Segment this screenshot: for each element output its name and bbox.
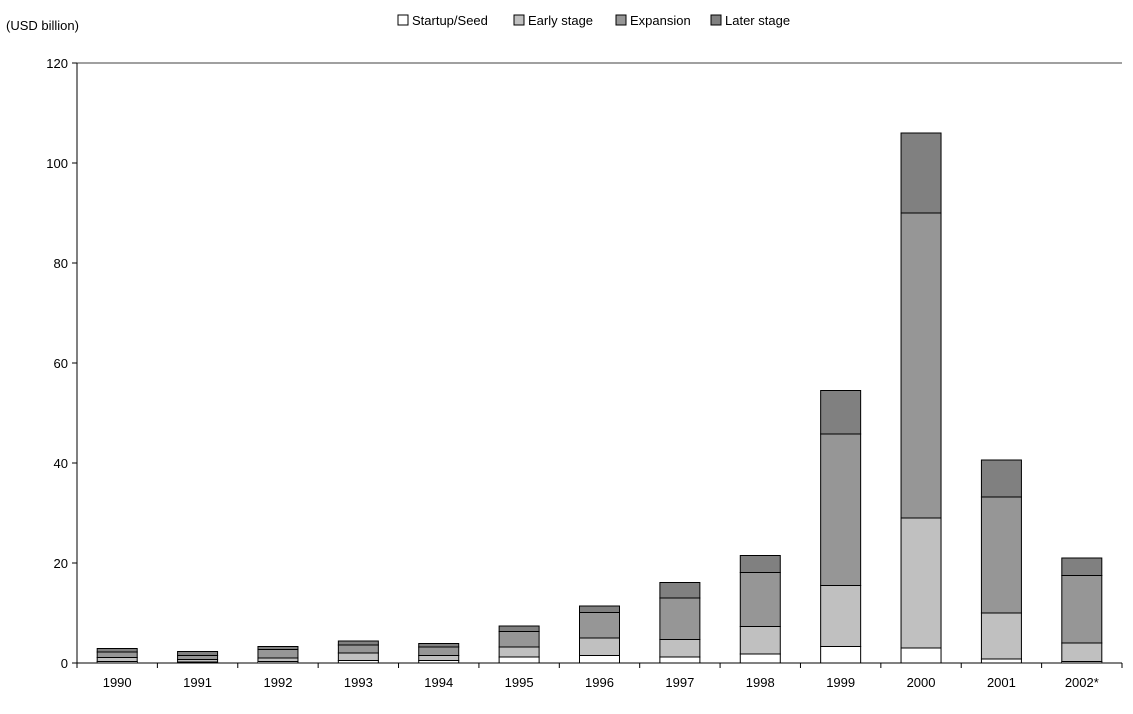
bar-segment — [257, 657, 299, 662]
legend-label: Early stage — [528, 13, 593, 28]
x-tick-label: 1991 — [183, 675, 212, 690]
x-tick-label: 1995 — [505, 675, 534, 690]
bar-segment — [257, 649, 299, 659]
legend: Startup/Seed Early stage Expansion Later st… — [397, 13, 790, 28]
bar-segment — [659, 639, 701, 658]
bar-segment — [980, 459, 1022, 498]
y-tick-label: 40 — [54, 456, 68, 471]
bar-segment — [739, 555, 781, 573]
y-tick-label: 60 — [54, 356, 68, 371]
bar-segment — [418, 643, 460, 648]
bar-segment — [1061, 575, 1103, 644]
legend-swatch — [513, 14, 525, 26]
bar-segment — [96, 648, 138, 653]
bar-segment — [498, 646, 540, 658]
bar-segment — [1061, 557, 1103, 576]
x-tick-label: 1994 — [424, 675, 453, 690]
bar-segment — [980, 612, 1022, 660]
y-tick-label: 120 — [46, 56, 68, 71]
x-tick-label: 2000 — [907, 675, 936, 690]
bar-segment — [337, 640, 379, 646]
legend-swatch — [397, 14, 409, 26]
y-tick-label: 0 — [61, 656, 68, 671]
bar-segment — [980, 658, 1022, 664]
y-tick-label: 20 — [54, 556, 68, 571]
bar-segment — [96, 657, 138, 662]
bar-segment — [1061, 642, 1103, 662]
y-tick-label: 100 — [46, 156, 68, 171]
bar-segment — [900, 212, 942, 519]
y-unit-label: (USD billion) — [6, 18, 79, 33]
bar-segment — [96, 651, 138, 658]
x-tick-label: 1992 — [264, 675, 293, 690]
bars — [96, 132, 1103, 664]
bar-segment — [177, 651, 219, 656]
bar-segment — [177, 655, 219, 660]
bar-segment — [900, 517, 942, 649]
bar-segment — [257, 646, 299, 650]
x-tick-label: 1990 — [103, 675, 132, 690]
bar-segment — [900, 647, 942, 664]
legend-swatch — [615, 14, 627, 26]
bar-segment — [739, 626, 781, 655]
bar-segment — [659, 597, 701, 640]
bar-segment — [418, 655, 460, 661]
bar-segment — [418, 646, 460, 656]
bar-segment — [739, 653, 781, 664]
bar-segment — [579, 605, 620, 613]
axes: 0 20 40 60 80 100 120 — [46, 56, 1123, 671]
legend-swatch — [710, 14, 722, 26]
x-tick-label: 2002* — [1065, 675, 1099, 690]
bar-segment — [980, 496, 1022, 614]
legend-label: Expansion — [630, 13, 691, 28]
bar-segment — [739, 572, 781, 627]
x-tick-label: 2001 — [987, 675, 1016, 690]
bar-segment — [498, 656, 540, 664]
y-tick-label: 80 — [54, 256, 68, 271]
bar-segment — [820, 646, 862, 664]
bar-segment — [579, 612, 620, 639]
legend-label: Later stage — [725, 13, 790, 28]
x-tick-labels: 1990 1991 1992 1993 1994 1995 1996 1997 1998 1999… — [103, 675, 1099, 690]
bar-segment — [659, 582, 701, 599]
bar-segment — [659, 656, 701, 664]
bar-segment — [820, 433, 862, 586]
bar-segment — [579, 655, 620, 664]
x-tick-label: 1998 — [746, 675, 775, 690]
bar-segment — [498, 625, 540, 632]
bar-segment — [498, 631, 540, 648]
x-tick-label: 1996 — [585, 675, 614, 690]
x-tick-label: 1997 — [665, 675, 694, 690]
bar-segment — [820, 390, 862, 435]
legend-label: Startup/Seed — [412, 13, 488, 28]
bar-segment — [900, 132, 942, 214]
bar-segment — [820, 585, 862, 647]
bar-segment — [337, 644, 379, 654]
x-tick-label: 1993 — [344, 675, 373, 690]
x-tick-label: 1999 — [826, 675, 855, 690]
bar-segment — [337, 652, 379, 661]
bar-segment — [579, 637, 620, 656]
